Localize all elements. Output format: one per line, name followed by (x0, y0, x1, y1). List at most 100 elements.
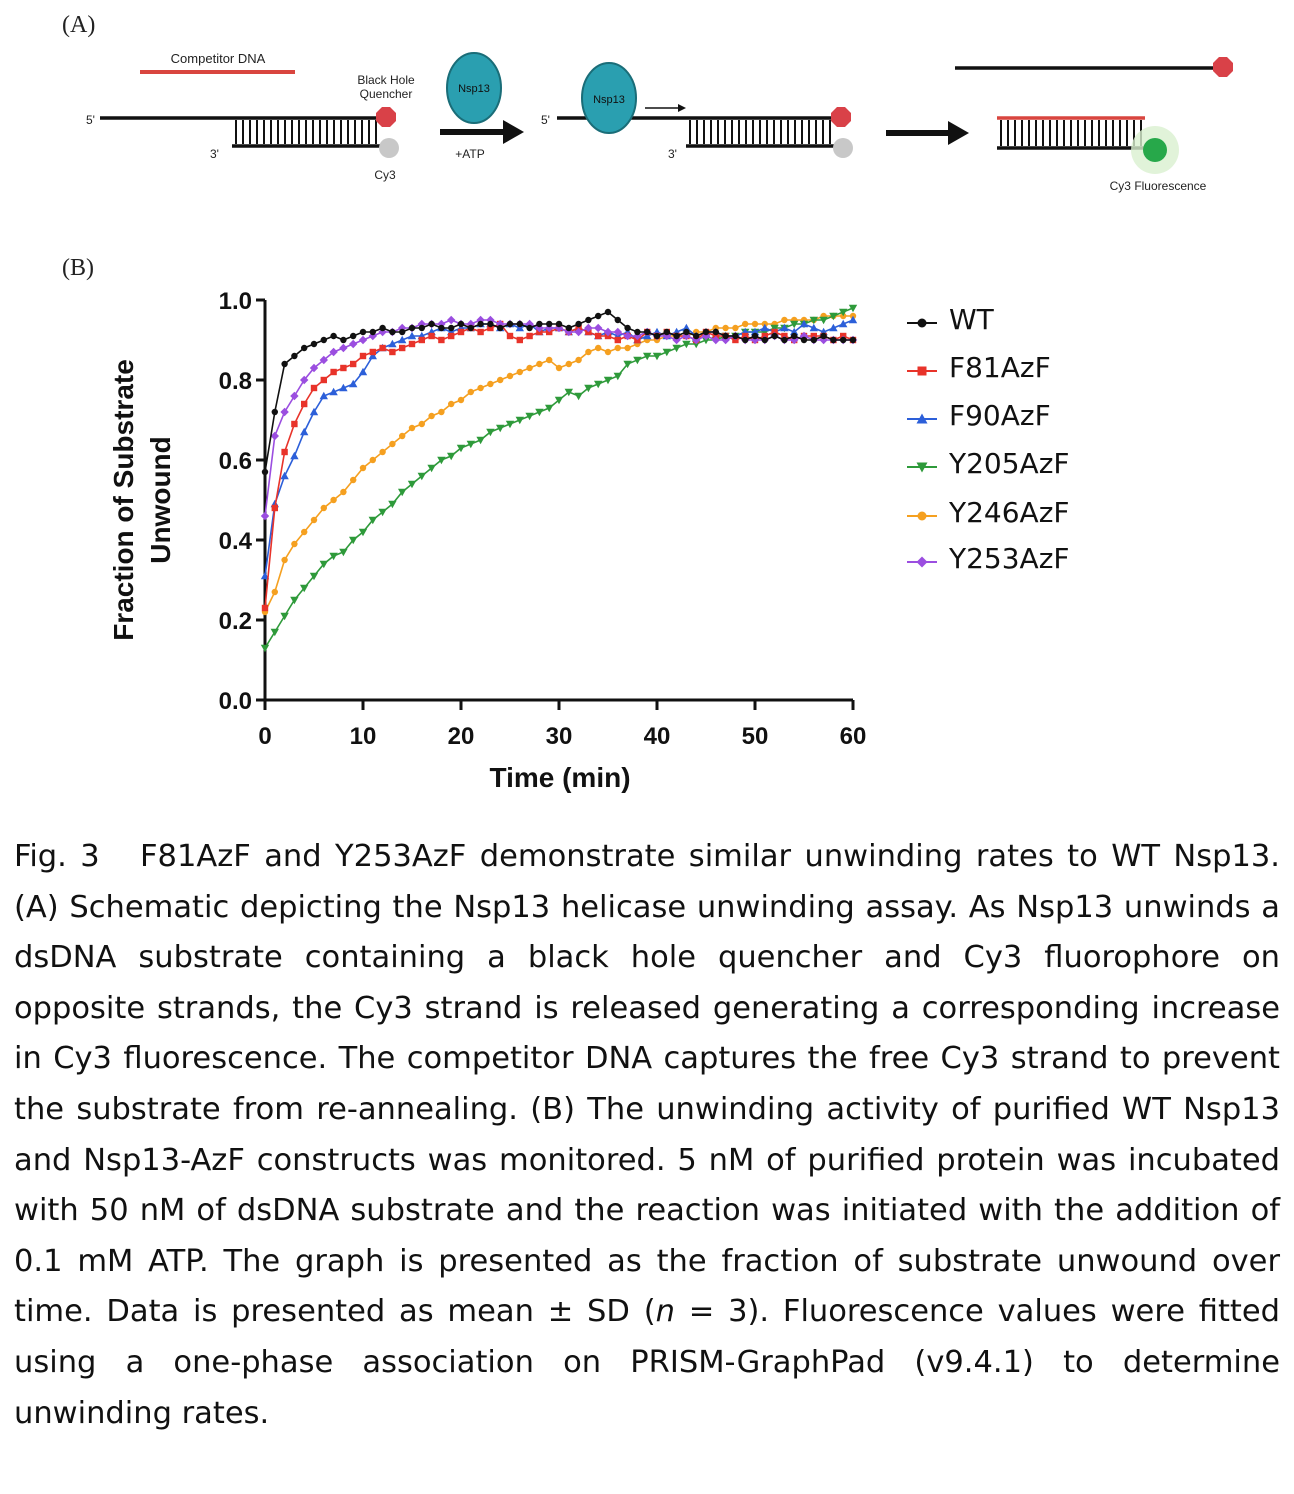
data-point-wt (350, 332, 357, 340)
panel-a-label: (A) (62, 12, 96, 38)
data-point-f81azf (595, 332, 602, 340)
data-point-f81azf (389, 348, 396, 356)
x-tick-label: 10 (350, 723, 377, 750)
data-point-wt (369, 328, 376, 336)
data-point-f81azf (310, 384, 318, 392)
data-point-y246azf (526, 364, 533, 372)
data-point-f90azf (799, 319, 809, 328)
data-point-y246azf (467, 388, 474, 396)
data-point-y253azf (584, 323, 593, 333)
five-prime-label-2: 5' (541, 113, 550, 127)
data-point-f81azf (330, 368, 337, 376)
legend-label-wt: WT (949, 303, 994, 336)
legend-item-wt: WT (905, 303, 1165, 343)
data-point-y205azf (535, 408, 544, 417)
data-point-f81azf (506, 332, 514, 340)
data-point-y246azf (595, 344, 602, 352)
data-point-wt (448, 324, 455, 332)
nsp13-enzyme-1 (446, 52, 502, 124)
data-point-y205azf (809, 316, 818, 325)
data-point-y205azf (407, 480, 417, 489)
x-tick-label: 20 (448, 723, 475, 750)
data-point-f90azf (682, 323, 691, 332)
black-hole-label-1: Black Hole (357, 73, 415, 87)
data-point-y253azf (721, 335, 730, 345)
data-point-y253azf (447, 315, 456, 325)
y-tick-label: 0.6 (219, 448, 252, 475)
data-point-y246azf (359, 464, 367, 472)
data-point-wt (791, 332, 798, 340)
data-point-y246azf (585, 348, 592, 356)
data-point-f81azf (448, 332, 455, 340)
data-point-y253azf (349, 339, 358, 349)
quencher-label-1: Quencher (360, 87, 413, 101)
data-point-f81azf (457, 328, 465, 336)
data-point-f81azf (291, 420, 298, 428)
data-point-y253azf (329, 347, 338, 357)
chart-series (260, 304, 858, 653)
data-point-y246azf (487, 380, 494, 388)
data-point-y205azf (486, 428, 495, 437)
data-point-y246azf (418, 420, 425, 428)
data-point-wt (330, 332, 337, 340)
data-point-f81azf (320, 376, 327, 384)
data-point-y246azf (624, 344, 631, 352)
data-point-wt (732, 332, 739, 340)
legend-item-y246azf: Y246AzF (905, 496, 1165, 536)
data-point-y246azf (742, 320, 749, 328)
data-point-wt (595, 312, 602, 320)
data-point-y246azf (389, 440, 396, 448)
data-point-y246azf (546, 356, 553, 364)
data-point-y205azf (848, 304, 858, 313)
data-point-wt (830, 336, 837, 344)
data-point-y205azf (819, 316, 828, 325)
data-point-f81azf (301, 400, 308, 408)
data-point-wt (800, 336, 808, 344)
data-point-y205azf (476, 436, 485, 445)
data-point-wt (840, 336, 847, 344)
data-point-y253azf (790, 335, 799, 345)
data-point-f81azf (369, 348, 376, 356)
data-point-wt (575, 320, 582, 328)
data-point-y205azf (290, 596, 299, 605)
data-point-y246azf (722, 324, 729, 332)
data-point-y253azf (633, 331, 642, 341)
five-prime-label-1: 5' (86, 113, 95, 127)
data-point-f81azf (271, 504, 278, 512)
legend-marker-y253azf (907, 556, 937, 568)
chart-axes: 0.0 0.2 0.4 0.6 0.8 1.0 0 10 20 30 40 50 60 (219, 288, 867, 750)
y-axis-label-line-2: Unwound (145, 436, 176, 564)
data-point-y246azf (330, 496, 337, 504)
caption-body-1: (A) Schematic depicting the Nsp13 helica… (14, 889, 1280, 1330)
quencher-octagon-2 (831, 107, 851, 127)
x-tick-label: 0 (258, 723, 271, 750)
data-point-f81azf (438, 336, 445, 344)
data-point-f81azf (487, 324, 494, 332)
data-point-wt (261, 468, 269, 476)
y-tick-label: 0.2 (219, 608, 252, 635)
data-point-y205azf (603, 376, 613, 385)
data-point-wt (516, 320, 523, 328)
data-point-y205azf (378, 508, 387, 517)
data-point-y205azf (839, 308, 848, 317)
data-point-f81azf (350, 360, 357, 368)
data-point-y253azf (319, 355, 328, 365)
x-tick-label: 30 (546, 723, 573, 750)
data-point-y205azf (584, 384, 593, 393)
data-point-f81azf (614, 336, 621, 344)
legend-item-y253azf: Y253AzF (905, 542, 1165, 582)
legend-label-f81azf: F81AzF (949, 351, 1051, 384)
data-point-y205azf (525, 412, 534, 421)
data-point-y253azf (339, 343, 348, 353)
data-point-wt (683, 328, 690, 336)
data-point-y205azf (309, 572, 319, 581)
data-point-f81azf (408, 340, 416, 348)
data-point-y253azf (682, 331, 691, 341)
data-point-y205azf (456, 444, 466, 453)
data-point-f90azf (790, 327, 799, 336)
data-point-wt (546, 320, 553, 328)
figure-caption: Fig. 3 F81AzF and Y253AzF demonstrate si… (14, 832, 1280, 1439)
base-pairs-1 (235, 120, 377, 144)
series-y253azf (260, 315, 858, 521)
series-line-y253azf (264, 319, 853, 517)
